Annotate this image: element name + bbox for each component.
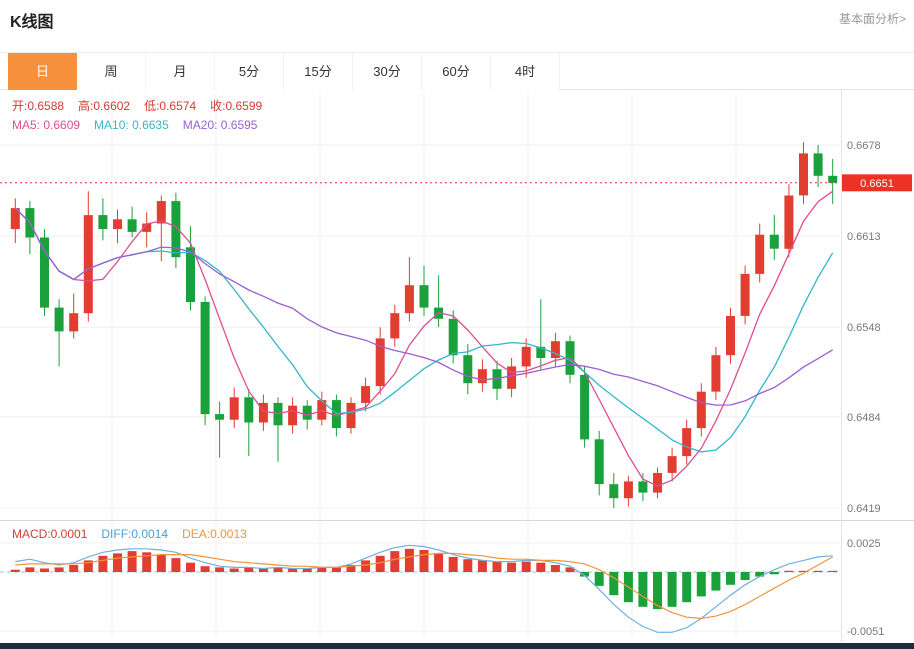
macd-legend: MACD:0.0001 DIFF:0.0014 DEA:0.0013 [12,527,261,541]
svg-text:0.6613: 0.6613 [847,231,881,243]
macd-histogram [10,548,838,610]
svg-text:-0.0051: -0.0051 [847,626,884,638]
current-price-tag: 0.6651 [842,174,912,192]
diff-readout: DIFF:0.0014 [101,527,169,541]
interval-tab-3[interactable]: 5分 [215,53,284,90]
macd-readout: MACD:0.0001 [12,527,88,541]
svg-text:0.6651: 0.6651 [860,178,894,190]
interval-tab-2[interactable]: 月 [146,53,215,90]
interval-tab-6[interactable]: 60分 [422,53,491,90]
close-readout: 收:0.6599 [210,99,263,113]
ma20-readout: MA20: 0.6595 [182,118,258,132]
dea-readout: DEA:0.0013 [182,527,247,541]
interval-tab-0[interactable]: 日 [8,53,77,90]
high-readout: 高:0.6602 [78,99,131,113]
interval-tab-5[interactable]: 30分 [353,53,422,90]
svg-text:0.6548: 0.6548 [847,322,881,334]
ma-lines [14,190,834,487]
svg-text:0.0025: 0.0025 [847,538,881,550]
low-readout: 低:0.6574 [144,99,197,113]
chart-region: 开:0.6588 高:0.6602 低:0.6574 收:0.6599 MA5: 0.… [0,90,914,643]
bottom-scrollbar[interactable] [0,643,914,649]
svg-text:0.6419: 0.6419 [847,503,881,515]
page-title: K线图 [10,14,54,31]
candles [10,142,838,508]
interval-tab-4[interactable]: 15分 [284,53,353,90]
macd-lines [15,544,833,633]
open-readout: 开:0.6588 [12,99,65,113]
svg-text:0.6678: 0.6678 [847,140,881,152]
axis-labels: 0.6678 0.6613 0.6548 0.6484 0.6419 0.0025 -0.0… [847,140,884,638]
ma-legend: MA5: 0.6609 MA10: 0.6635 MA20: 0.6595 [12,118,271,132]
header: K线图 基本面分析> [0,0,914,52]
interval-tab-1[interactable]: 周 [77,53,146,90]
ma5-readout: MA5: 0.6609 [12,118,81,132]
interval-tabs: 日周月 5分 15分 30分 60分 4时 [0,52,914,90]
ma10-readout: MA10: 0.6635 [94,118,169,132]
interval-tab-7[interactable]: 4时 [491,53,560,90]
svg-text:0.6484: 0.6484 [847,412,881,424]
ohlc-legend: 开:0.6588 高:0.6602 低:0.6574 收:0.6599 [12,97,276,114]
fundamental-analysis-link[interactable]: 基本面分析> [838,12,906,26]
kline-chart-svg[interactable]: 0.6651 0.6678 0.6613 0.6548 0.6484 0.6419 0.00… [0,90,914,643]
